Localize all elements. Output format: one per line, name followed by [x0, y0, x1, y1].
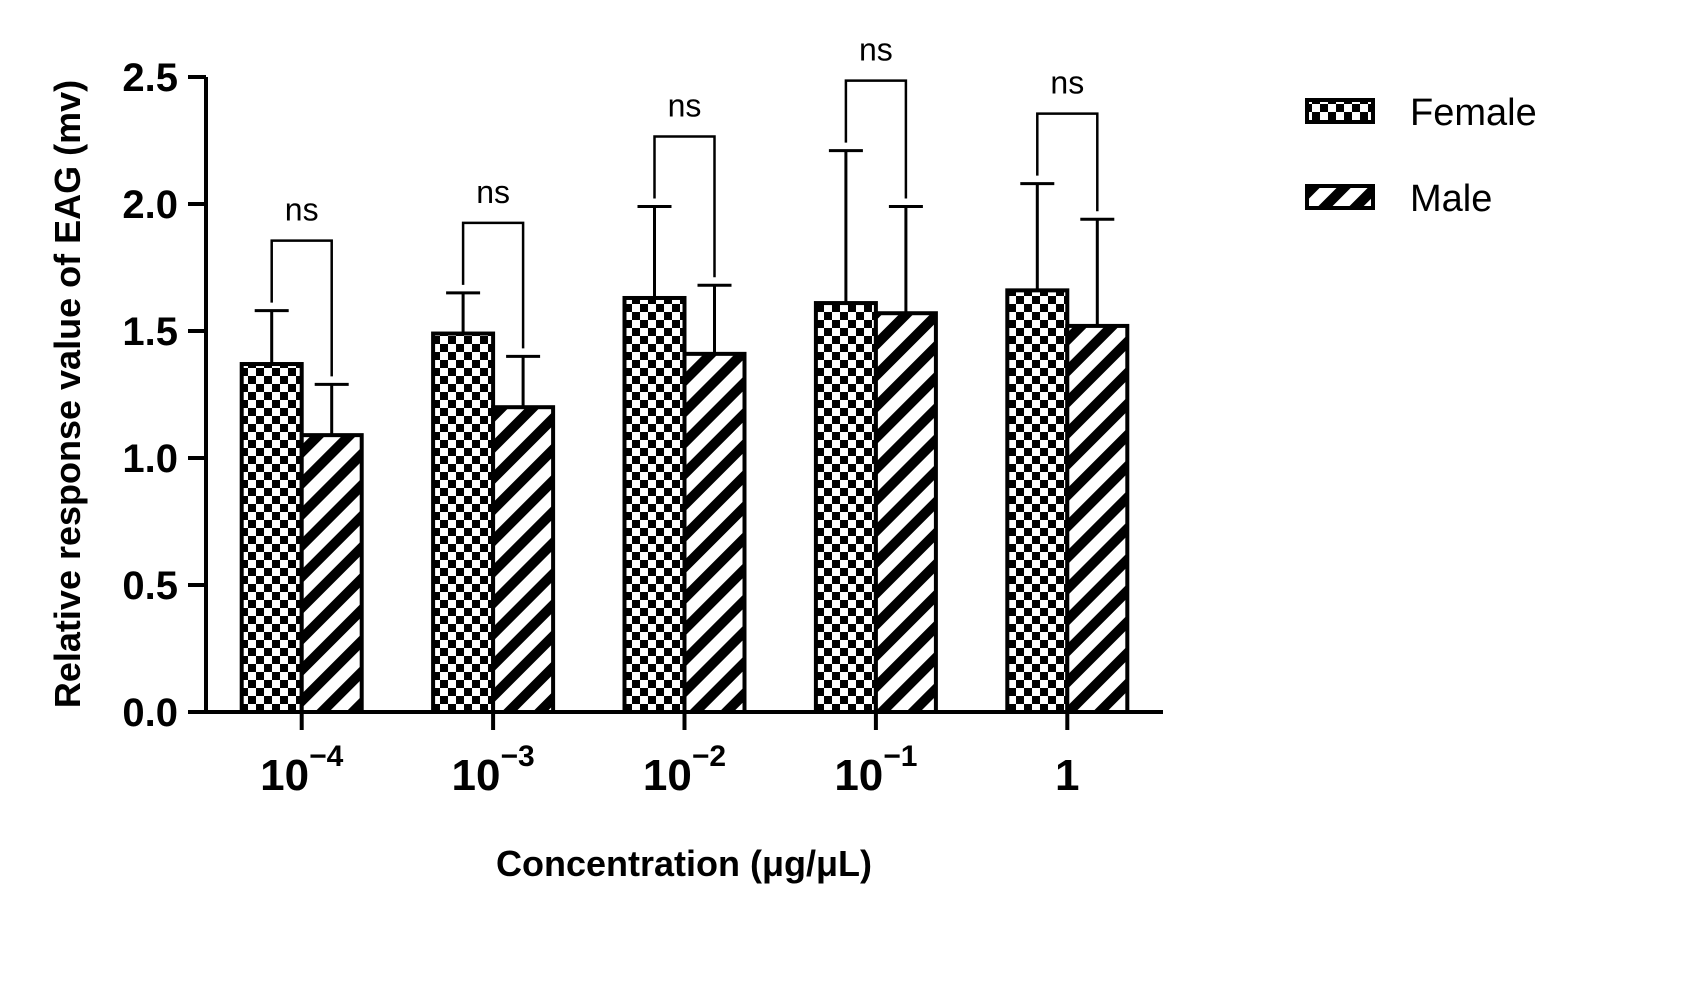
x-tick-label: 1 — [1055, 751, 1079, 800]
x-tick-base: 10 — [260, 751, 309, 800]
significance-bracket — [461, 221, 525, 349]
x-tick-base: 10 — [643, 751, 692, 800]
y-tick-label: 1.5 — [122, 310, 178, 354]
legend-item-male: Male — [1305, 178, 1492, 220]
significance-label: ns — [1050, 65, 1084, 101]
legend-swatch-female — [1305, 98, 1375, 124]
bar-female — [431, 331, 496, 714]
bar-male — [682, 351, 747, 714]
x-tick-exponent: −4 — [309, 740, 344, 773]
x-tick-base: 10 — [834, 751, 883, 800]
significance-brackets: ns ns ns ns ns — [270, 32, 1099, 377]
x-tick-exponent: −3 — [500, 740, 534, 773]
significance-bracket — [844, 79, 908, 199]
x-tick-label: 10−4 — [260, 740, 343, 800]
x-tick-base: 1 — [1055, 751, 1079, 800]
legend-item-female: Female — [1305, 92, 1537, 134]
x-tick-label: 10−3 — [452, 740, 535, 800]
bar-female — [1005, 288, 1070, 714]
significance-bracket — [1036, 112, 1099, 212]
significance-label: ns — [859, 32, 893, 68]
legend-label-male: Male — [1410, 178, 1492, 220]
legend: Female Male — [1305, 92, 1537, 220]
legend-swatch-male — [1305, 184, 1375, 210]
error-bars — [254, 149, 1115, 436]
bar-female — [622, 295, 687, 714]
x-tick-label: 10−1 — [834, 740, 917, 800]
y-tick-label: 0.5 — [122, 564, 178, 608]
x-tick-base: 10 — [452, 751, 501, 800]
significance-bracket — [270, 239, 333, 377]
y-axis-title: Relative response value of EAG (mv) — [47, 80, 88, 708]
y-tick-label: 0.0 — [122, 691, 178, 735]
bar-female — [239, 362, 304, 714]
bar-male — [1065, 323, 1130, 714]
y-tick-label: 2.5 — [122, 56, 178, 100]
x-axis-title: Concentration (μg/μL) — [496, 843, 872, 884]
x-tick-exponent: −1 — [883, 740, 917, 773]
bar-male — [299, 433, 364, 714]
bar-female — [813, 301, 878, 714]
y-axis: 0.0 0.5 1.0 1.5 2.0 2.5 — [122, 56, 208, 735]
x-tick-exponent: −2 — [692, 740, 726, 773]
significance-label: ns — [285, 192, 319, 228]
significance-bracket — [653, 135, 716, 278]
significance-label: ns — [476, 174, 510, 210]
bar-male — [873, 311, 938, 714]
significance-label: ns — [668, 88, 702, 124]
x-axis: 10−4 10−3 10−2 10−1 1 — [206, 710, 1163, 800]
legend-label-female: Female — [1410, 92, 1537, 134]
y-tick-label: 2.0 — [122, 183, 178, 227]
x-tick-label: 10−2 — [643, 740, 726, 800]
y-tick-label: 1.0 — [122, 437, 178, 481]
bar-male — [491, 405, 556, 714]
bars — [239, 288, 1130, 714]
